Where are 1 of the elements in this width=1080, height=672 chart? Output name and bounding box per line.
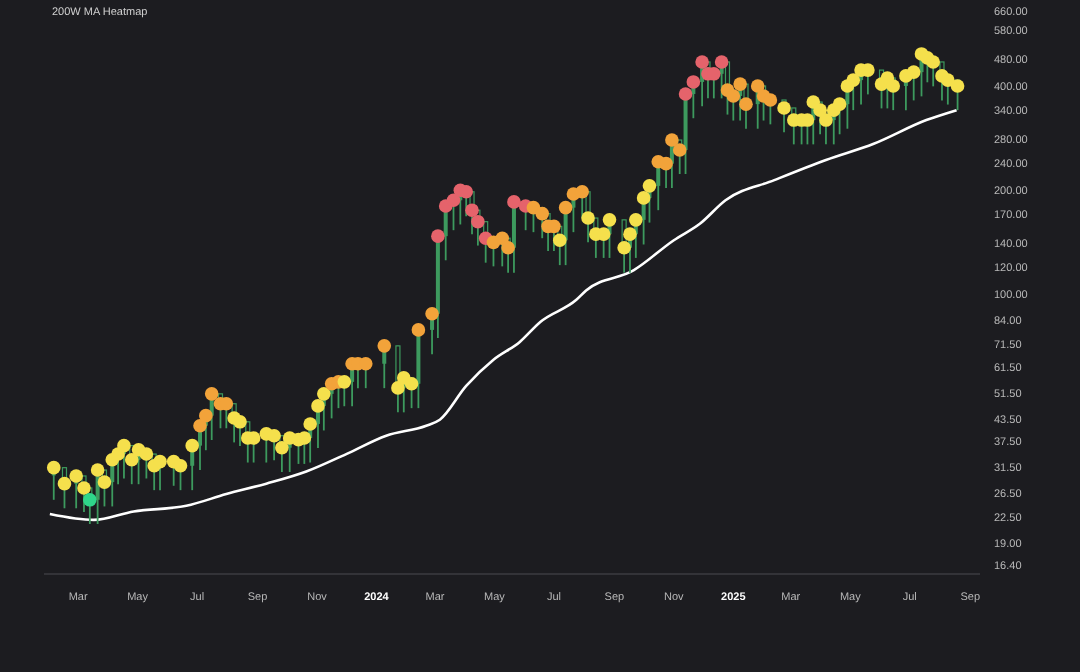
line-series: [48, 108, 958, 522]
